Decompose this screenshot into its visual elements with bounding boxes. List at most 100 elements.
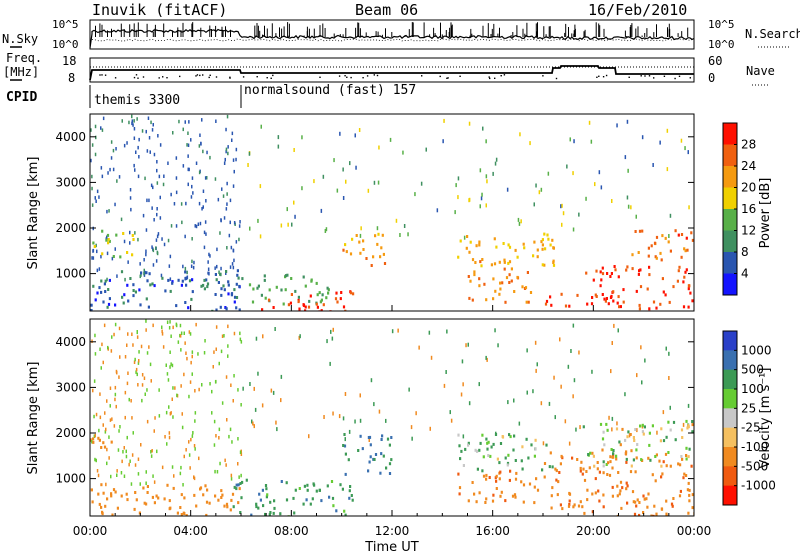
heatmap-cell: [237, 388, 239, 392]
heatmap-cell: [179, 333, 181, 338]
heatmap-cell: [605, 297, 608, 300]
heatmap-cell: [224, 157, 226, 162]
heatmap-cell: [671, 504, 674, 508]
heatmap-cell: [112, 167, 115, 172]
heatmap-cell: [374, 453, 378, 456]
heatmap-cell: [141, 398, 143, 403]
heatmap-cell: [465, 246, 468, 250]
heatmap-cell: [201, 383, 203, 387]
heatmap-cell: [108, 297, 111, 301]
heatmap-cell: [459, 239, 462, 243]
heatmap-cell: [667, 451, 670, 454]
heatmap-cell: [606, 272, 609, 275]
heatmap-cell: [558, 471, 561, 474]
heatmap-cell: [222, 194, 225, 198]
heatmap-cell: [104, 290, 107, 293]
heatmap-cell: [104, 430, 107, 434]
nave-point: [202, 74, 204, 76]
heatmap-cell: [178, 119, 180, 124]
heatmap-cell: [194, 447, 196, 451]
heatmap-cell: [559, 337, 561, 342]
heatmap-cell: [495, 479, 498, 483]
heatmap-cell: [304, 305, 307, 309]
heatmap-cell: [478, 240, 481, 244]
heatmap-cell: [161, 332, 164, 336]
heatmap-cell: [206, 488, 209, 492]
heatmap-cell: [359, 393, 361, 398]
heatmap-cell: [322, 303, 325, 307]
heatmap-cell: [282, 302, 285, 306]
heatmap-cell: [690, 464, 693, 468]
heatmap-cell: [672, 497, 675, 500]
heatmap-cell: [635, 289, 638, 293]
heatmap-cell: [193, 475, 195, 479]
heatmap-cell: [542, 441, 545, 446]
heatmap-cell: [591, 510, 594, 514]
heatmap-cell: [669, 428, 672, 432]
heatmap-cell: [125, 492, 128, 496]
heatmap-cell: [641, 380, 643, 385]
heatmap-cell: [124, 390, 127, 395]
heatmap-cell: [320, 499, 323, 503]
heatmap-cell: [492, 171, 494, 176]
heatmap-cell: [259, 498, 262, 502]
heatmap-cell: [591, 492, 594, 496]
heatmap-cell: [257, 371, 259, 376]
heatmap-cell: [145, 249, 147, 253]
heatmap-cell: [98, 502, 101, 506]
heatmap-cell: [407, 232, 409, 237]
heatmap-cell: [659, 439, 662, 443]
heatmap-cell: [661, 277, 664, 281]
heatmap-cell: [344, 437, 346, 442]
heatmap-cell: [559, 503, 562, 507]
cpid-mode-themis: themis 3300: [94, 93, 180, 108]
heatmap-cell: [533, 485, 536, 489]
heatmap-cell: [454, 210, 456, 215]
nave-point: [338, 75, 341, 77]
heatmap-cell: [94, 457, 96, 462]
heatmap-cell: [522, 500, 525, 504]
heatmap-cell: [373, 180, 376, 185]
heatmap-cell: [200, 284, 203, 288]
heatmap-cell: [146, 491, 149, 494]
heatmap-cell: [152, 323, 154, 328]
heatmap-cell: [680, 255, 683, 259]
heatmap-cell: [527, 300, 530, 304]
heatmap-cell: [668, 300, 671, 304]
heatmap-cell: [195, 161, 198, 165]
heatmap-cell: [510, 267, 513, 271]
heatmap-cell: [216, 247, 218, 252]
heatmap-cell: [507, 243, 510, 247]
heatmap-cell: [568, 441, 571, 446]
heatmap-cell: [649, 458, 652, 462]
heatmap-cell: [685, 474, 688, 477]
heatmap-cell: [185, 351, 187, 355]
heatmap-cell: [388, 443, 391, 447]
heatmap-cell: [504, 456, 507, 460]
heatmap-cell: [153, 480, 156, 484]
heatmap-cell: [168, 499, 171, 503]
heatmap-cell: [290, 293, 293, 296]
heatmap-cell: [666, 128, 669, 133]
heatmap-cell: [498, 260, 501, 264]
heatmap-cell: [177, 278, 180, 282]
colorbar-segment: [723, 408, 737, 429]
heatmap-cell: [232, 158, 235, 162]
heatmap-cell: [261, 308, 264, 311]
heatmap-cell: [532, 389, 534, 394]
heatmap-cell: [197, 352, 199, 356]
heatmap-cell: [225, 271, 227, 275]
heatmap-cell: [153, 218, 155, 222]
heatmap-cell: [320, 208, 323, 213]
heatmap-cell: [140, 271, 143, 275]
heatmap-cell: [193, 493, 196, 497]
heatmap-cell: [139, 262, 141, 266]
heatmap-cell: [634, 230, 637, 233]
heatmap-cell: [106, 277, 108, 282]
heatmap-cell: [134, 290, 137, 294]
heatmap-cell: [171, 281, 174, 285]
heatmap-cell: [184, 266, 187, 271]
heatmap-cell: [298, 487, 301, 490]
heatmap-cell: [629, 433, 632, 436]
heatmap-cell: [320, 298, 323, 302]
